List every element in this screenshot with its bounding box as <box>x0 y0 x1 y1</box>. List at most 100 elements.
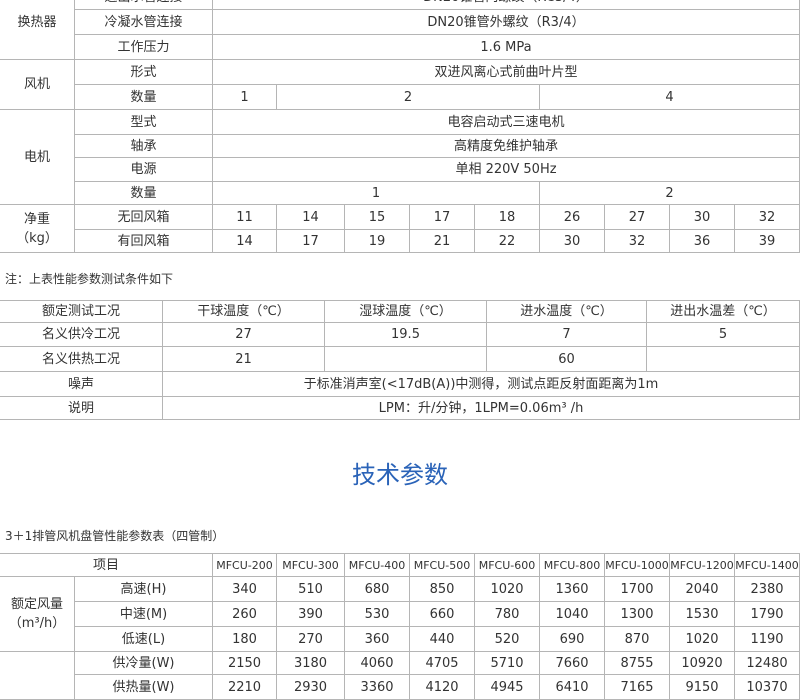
table-cell: MFCU-200 <box>213 553 277 577</box>
table-cell: 60 <box>487 347 647 372</box>
table-cell: MFCU-1400 <box>735 553 800 577</box>
table-cell: 干球温度（℃） <box>163 300 325 323</box>
table-cell: 180 <box>213 627 277 652</box>
table-cell: 1190 <box>735 627 800 652</box>
caption: 3＋1排管风机盘管性能参数表（四管制） <box>5 529 225 543</box>
table-cell: 21 <box>410 230 475 253</box>
table-cell: 型式 <box>75 110 213 135</box>
table-cell: 双进风离心式前曲叶片型 <box>213 60 800 85</box>
table-cell: 数量 <box>75 182 213 205</box>
table-cell: 390 <box>277 602 345 627</box>
table-cell: 电源 <box>75 158 213 182</box>
table-cell: 1.6 MPa <box>213 35 800 60</box>
section-title: 技术参数 <box>352 461 448 489</box>
table-cell: 4705 <box>410 652 475 675</box>
table-cell: 32 <box>735 205 800 230</box>
table-cell: 1360 <box>540 577 605 602</box>
table-cell: 660 <box>410 602 475 627</box>
table-cell: 风机 <box>0 60 75 110</box>
table-cell: 690 <box>540 627 605 652</box>
table-cell: 1020 <box>670 627 735 652</box>
table-cell: 1300 <box>605 602 670 627</box>
table-cell: 电容启动式三速电机 <box>213 110 800 135</box>
table-cell: 于标准消声室(<17dB(A))中测得，测试点距反射面距离为1m <box>163 372 800 397</box>
table-cell: 1040 <box>540 602 605 627</box>
table-cell: 1790 <box>735 602 800 627</box>
table-cell: MFCU-800 <box>540 553 605 577</box>
table-cell: 名义供热工况 <box>0 347 163 372</box>
table-cell: 2 <box>540 182 800 205</box>
table-cell: 30 <box>540 230 605 253</box>
table-cell: 有回风箱 <box>75 230 213 253</box>
table-cell: 1 <box>213 85 277 110</box>
table-cell: 850 <box>410 577 475 602</box>
table-cell: 1700 <box>605 577 670 602</box>
table-cell: 270 <box>277 627 345 652</box>
table-cell: 22 <box>475 230 540 253</box>
table-cell: 19 <box>345 230 410 253</box>
table-cell: 5 <box>647 323 800 347</box>
table-cell: 14 <box>213 230 277 253</box>
table-cell: 高速(H) <box>75 577 213 602</box>
table-cell: 11 <box>213 205 277 230</box>
table-cell: 3180 <box>277 652 345 675</box>
table-cell: 36 <box>670 230 735 253</box>
table-cell: 440 <box>410 627 475 652</box>
table-cell: 530 <box>345 602 410 627</box>
table-cell: 21 <box>163 347 325 372</box>
table-cell: 4060 <box>345 652 410 675</box>
table-cell: 7660 <box>540 652 605 675</box>
table-cell: 10920 <box>670 652 735 675</box>
table-cell: 冷凝水管连接 <box>75 10 213 35</box>
table-cell: 4120 <box>410 675 475 700</box>
table-cell: MFCU-500 <box>410 553 475 577</box>
table-cell: 870 <box>605 627 670 652</box>
table-cell: MFCU-600 <box>475 553 540 577</box>
empty-cell <box>0 652 75 700</box>
table-cell: 电机 <box>0 110 75 205</box>
table-cell: MFCU-1200 <box>670 553 735 577</box>
table-cell: 30 <box>670 205 735 230</box>
table-cell: 工作压力 <box>75 35 213 60</box>
table-cell: 8755 <box>605 652 670 675</box>
table-cell: 无回风箱 <box>75 205 213 230</box>
table-cell: 进出水温差（℃） <box>647 300 800 323</box>
table-cell: 额定测试工况 <box>0 300 163 323</box>
table-cell: 27 <box>605 205 670 230</box>
table-cell: 轴承 <box>75 135 213 158</box>
table-cell: 单相 220V 50Hz <box>213 158 800 182</box>
table-cell: 4945 <box>475 675 540 700</box>
table-cell: 2930 <box>277 675 345 700</box>
table-cell: 说明 <box>0 397 163 420</box>
table-cell: 2040 <box>670 577 735 602</box>
empty-cell <box>647 347 800 372</box>
table-cell: 名义供冷工况 <box>0 323 163 347</box>
table-cell: 6410 <box>540 675 605 700</box>
table-cell: 27 <box>163 323 325 347</box>
table-cell: 780 <box>475 602 540 627</box>
table-cell: 高精度免维护轴承 <box>213 135 800 158</box>
table-cell: 2150 <box>213 652 277 675</box>
table-cell: 360 <box>345 627 410 652</box>
table-cell: 额定风量 （m³/h） <box>0 577 75 652</box>
table-cell: 项目 <box>0 553 213 577</box>
table-cell: 4 <box>540 85 800 110</box>
table-cell: 数量 <box>75 85 213 110</box>
table-cell: MFCU-400 <box>345 553 410 577</box>
table-cell: 17 <box>410 205 475 230</box>
table-cell: 520 <box>475 627 540 652</box>
note: 注：上表性能参数测试条件如下 <box>5 272 174 286</box>
table-cell: 340 <box>213 577 277 602</box>
table-cell: 噪声 <box>0 372 163 397</box>
table-cell: 9150 <box>670 675 735 700</box>
table-cell: 进出水管连接 <box>75 0 213 10</box>
table-cell: LPM：升/分钟，1LPM=0.06m³ /h <box>163 397 800 420</box>
table-cell: 7 <box>487 323 647 347</box>
table-cell: 2380 <box>735 577 800 602</box>
table-cell: 湿球温度（℃） <box>325 300 487 323</box>
table-cell: 18 <box>475 205 540 230</box>
table-cell: 510 <box>277 577 345 602</box>
table-cell: 低速(L) <box>75 627 213 652</box>
table-cell: 换热器 <box>0 0 75 60</box>
